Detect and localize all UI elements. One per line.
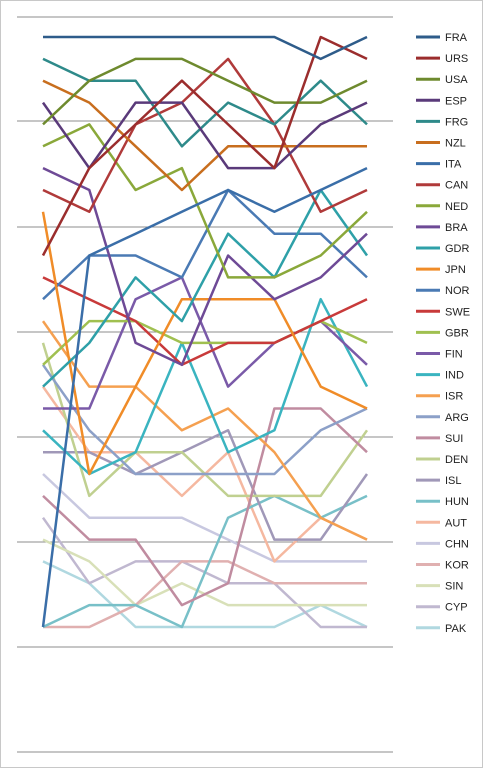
- legend-label-fin: FIN: [445, 349, 463, 361]
- series-line-can: [42, 57, 368, 214]
- series-line-bra: [42, 166, 368, 367]
- series-line-arg: [41, 364, 368, 476]
- legend-label-kor: KOR: [445, 560, 469, 572]
- series-line-ind: [42, 297, 369, 476]
- series-line-chn: [42, 473, 367, 563]
- series-line-gdr: [42, 188, 369, 388]
- legend-label-den: DEN: [445, 454, 468, 466]
- series-lines: [41, 35, 369, 629]
- legend-label-can: CAN: [445, 180, 468, 192]
- legend-label-ned: NED: [445, 201, 468, 213]
- legend-label-ind: IND: [445, 370, 464, 382]
- legend-label-esp: ESP: [445, 95, 467, 107]
- legend-label-frg: FRG: [445, 116, 468, 128]
- legend-label-cyp: CYP: [445, 602, 468, 614]
- legend-label-nor: NOR: [445, 285, 470, 297]
- series-line-hun: [42, 494, 368, 629]
- legend-label-nzl: NZL: [445, 138, 466, 150]
- legend-label-pak: PAK: [445, 623, 467, 635]
- legend-label-urs: URS: [445, 53, 468, 65]
- legend-label-isl: ISL: [445, 475, 462, 487]
- legend-label-arg: ARG: [445, 412, 469, 424]
- series-line-esp: [41, 101, 368, 170]
- legend-label-chn: CHN: [445, 538, 469, 550]
- legend: FRA URS USA ESP FRG NZL ITA CAN NED BRA GDR JPN NOR S…: [416, 32, 470, 635]
- series-line-usa: [42, 57, 368, 126]
- legend-label-hun: HUN: [445, 496, 469, 508]
- legend-label-gdr: GDR: [445, 243, 470, 255]
- series-line-swe: [42, 276, 368, 367]
- series-line-fra: [43, 35, 368, 61]
- series-line-frg: [42, 57, 368, 148]
- series-line-kor: [43, 560, 367, 629]
- series-line-nzl: [42, 79, 367, 192]
- legend-label-isr: ISR: [445, 391, 463, 403]
- legend-label-jpn: JPN: [445, 264, 466, 276]
- series-line-ita: [41, 166, 368, 628]
- legend-label-swe: SWE: [445, 306, 470, 318]
- series-line-isr: [41, 320, 368, 541]
- legend-label-sui: SUI: [445, 433, 463, 445]
- legend-label-bra: BRA: [445, 222, 468, 234]
- legend-label-gbr: GBR: [445, 327, 469, 339]
- series-line-nor: [42, 188, 368, 301]
- legend-label-sin: SIN: [445, 581, 463, 593]
- legend-label-fra: FRA: [445, 32, 468, 44]
- series-line-isl: [43, 429, 369, 541]
- series-line-jpn: [41, 211, 368, 476]
- legend-label-usa: USA: [445, 74, 468, 86]
- legend-label-ita: ITA: [445, 159, 462, 171]
- legend-label-aut: AUT: [445, 517, 467, 529]
- series-line-pak: [42, 560, 368, 629]
- series-line-urs: [41, 35, 368, 257]
- series-line-sui: [42, 407, 368, 607]
- series-line-ned: [42, 123, 368, 279]
- series-line-gbr: [42, 319, 368, 366]
